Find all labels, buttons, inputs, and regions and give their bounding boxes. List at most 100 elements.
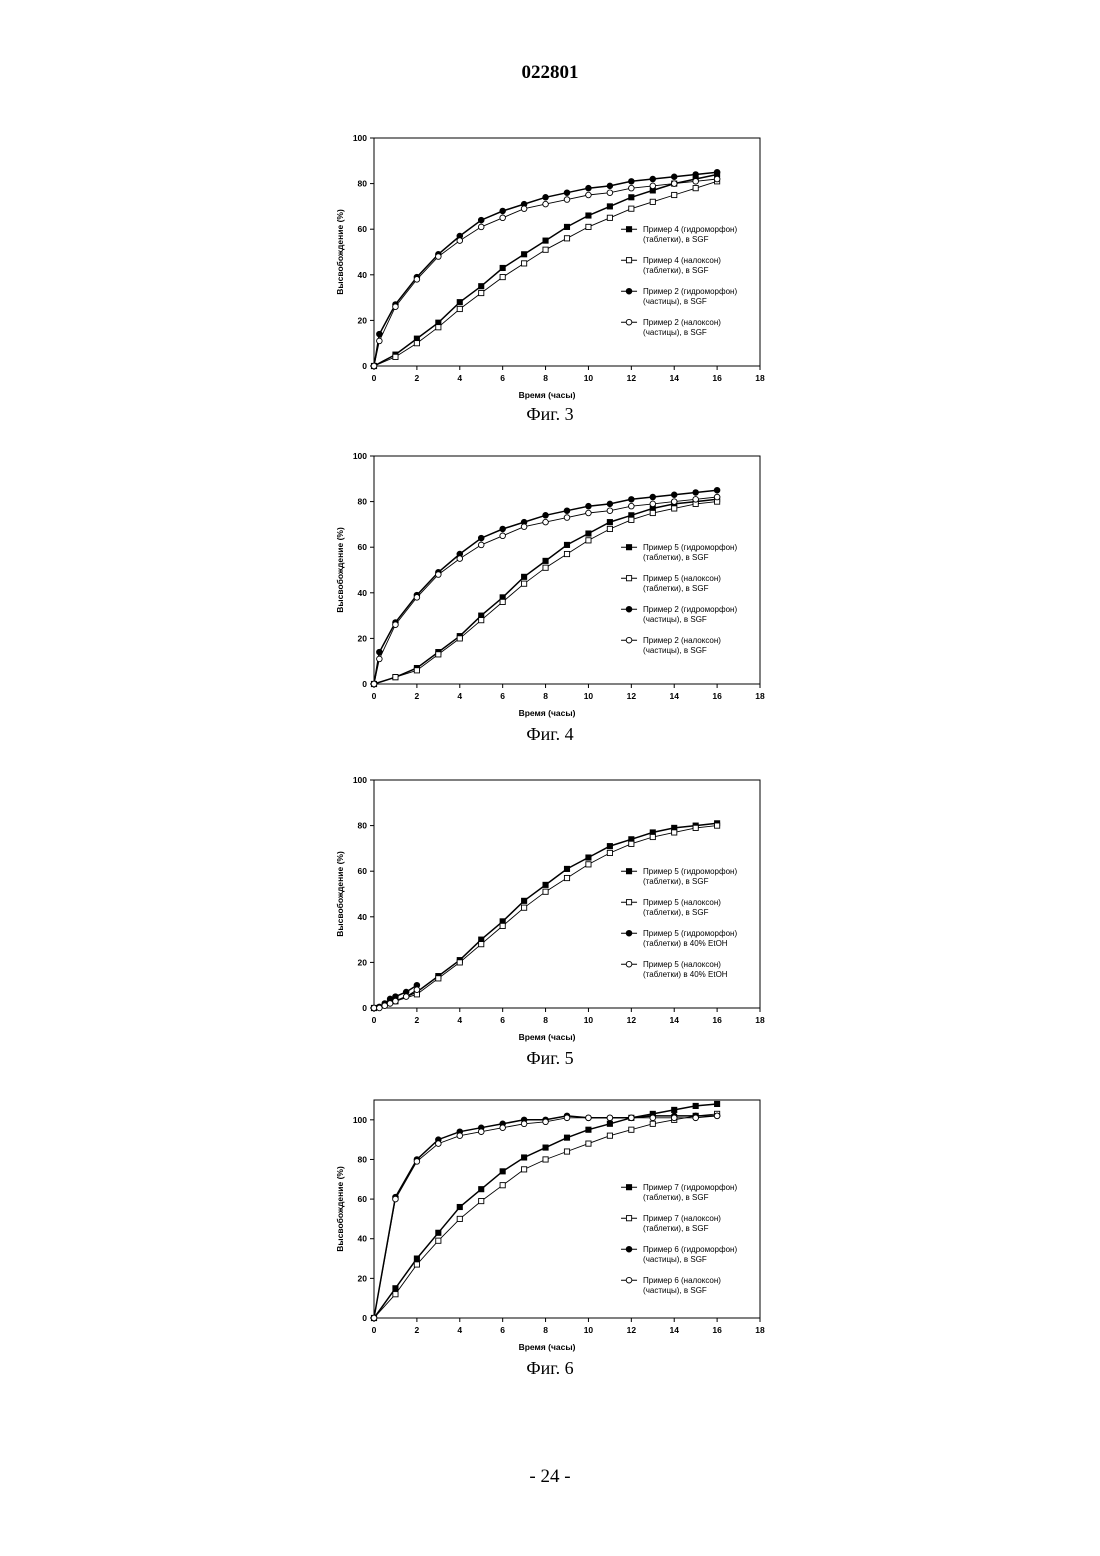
data-point (650, 199, 655, 204)
data-point (650, 494, 656, 500)
data-point (371, 1315, 377, 1321)
data-point (564, 508, 570, 514)
data-point (522, 905, 527, 910)
data-point (478, 542, 484, 548)
legend-label: (таблетки), в SGF (643, 584, 709, 593)
data-point (479, 284, 484, 289)
x-tick-label: 6 (500, 1325, 505, 1335)
data-point (393, 1292, 398, 1297)
data-point (607, 1121, 612, 1126)
data-point (564, 1149, 569, 1154)
data-point (387, 1001, 393, 1007)
data-point (479, 618, 484, 623)
y-tick-label: 0 (362, 361, 367, 371)
data-point (522, 581, 527, 586)
data-point (500, 923, 505, 928)
data-point (457, 1204, 462, 1209)
data-point (371, 363, 377, 369)
y-tick-label: 0 (362, 679, 367, 689)
data-point (650, 1115, 656, 1121)
data-point (650, 183, 656, 189)
legend-label: Пример 4 (налоксон) (643, 256, 721, 265)
data-point (500, 265, 505, 270)
page-number: 022801 (0, 62, 1100, 84)
legend-marker (626, 319, 632, 325)
y-axis-label: Высвобождение (%) (335, 527, 345, 613)
data-point (377, 338, 383, 344)
data-point (436, 652, 441, 657)
data-point (436, 572, 442, 578)
y-tick-label: 100 (353, 451, 367, 461)
figure-3: 020406080100024681012141618Время (часы)В… (320, 128, 780, 428)
x-tick-label: 14 (669, 691, 679, 701)
data-point (650, 176, 656, 182)
legend-label: Пример 2 (гидроморфон) (643, 605, 737, 614)
data-point (564, 551, 569, 556)
data-point (543, 1157, 548, 1162)
data-point (564, 1115, 570, 1121)
x-tick-label: 12 (627, 1015, 637, 1025)
data-point (607, 1115, 613, 1121)
y-tick-label: 20 (358, 957, 368, 967)
data-point (564, 875, 569, 880)
legend: Пример 5 (гидроморфон) (таблетки), в SGF П… (621, 543, 737, 655)
data-point (393, 354, 398, 359)
data-point (500, 599, 505, 604)
legend-label: Пример 7 (налоксон) (643, 1214, 721, 1223)
data-point (564, 190, 570, 196)
data-point (564, 224, 569, 229)
legend-marker (626, 227, 631, 232)
data-point (564, 1135, 569, 1140)
figure-4: 020406080100024681012141618Время (часы)В… (320, 446, 780, 746)
x-tick-label: 4 (457, 1015, 462, 1025)
chart-fig-6: 020406080100024681012141618Время (часы)В… (320, 1090, 780, 1358)
legend-label: (таблетки), в SGF (643, 1193, 709, 1202)
data-point (500, 215, 506, 221)
data-point (607, 526, 612, 531)
data-point (714, 169, 720, 175)
data-point (522, 1167, 527, 1172)
x-axis-label: Время (часы) (519, 708, 576, 718)
data-point (586, 192, 592, 198)
figure-5: 020406080100024681012141618Время (часы)В… (320, 770, 780, 1070)
data-point (457, 960, 462, 965)
data-point (457, 636, 462, 641)
x-tick-label: 18 (755, 1325, 765, 1335)
data-point (500, 533, 506, 539)
x-tick-label: 2 (415, 373, 420, 383)
data-point (436, 1230, 441, 1235)
data-point (414, 1256, 419, 1261)
legend-label: (частицы), в SGF (643, 615, 707, 624)
data-point (650, 501, 656, 507)
data-point (479, 942, 484, 947)
data-point (586, 862, 591, 867)
data-point (500, 1125, 506, 1131)
data-point (522, 261, 527, 266)
data-point (436, 1141, 442, 1147)
data-point (393, 1196, 399, 1202)
data-point (393, 1286, 398, 1291)
legend-marker (626, 1277, 632, 1283)
data-point (693, 1115, 699, 1121)
x-tick-label: 6 (500, 691, 505, 701)
y-tick-label: 80 (358, 497, 368, 507)
x-tick-label: 10 (584, 1015, 594, 1025)
legend-label: (таблетки) в 40% EtOH (643, 939, 728, 948)
legend-label: Пример 5 (гидроморфон) (643, 543, 737, 552)
data-point (543, 238, 548, 243)
data-point (543, 882, 548, 887)
data-point (414, 668, 419, 673)
data-point (714, 487, 720, 493)
y-tick-label: 20 (358, 315, 368, 325)
legend-label: (таблетки), в SGF (643, 908, 709, 917)
legend-label: Пример 5 (налоксон) (643, 960, 721, 969)
data-point (543, 1119, 549, 1125)
x-tick-label: 18 (755, 1015, 765, 1025)
data-point (522, 574, 527, 579)
x-tick-label: 10 (584, 691, 594, 701)
data-point (393, 304, 399, 310)
x-tick-label: 14 (669, 373, 679, 383)
x-tick-label: 16 (712, 1325, 722, 1335)
legend: Пример 4 (гидроморфон)(таблетки), в SGFП… (621, 225, 737, 337)
x-tick-label: 4 (457, 691, 462, 701)
